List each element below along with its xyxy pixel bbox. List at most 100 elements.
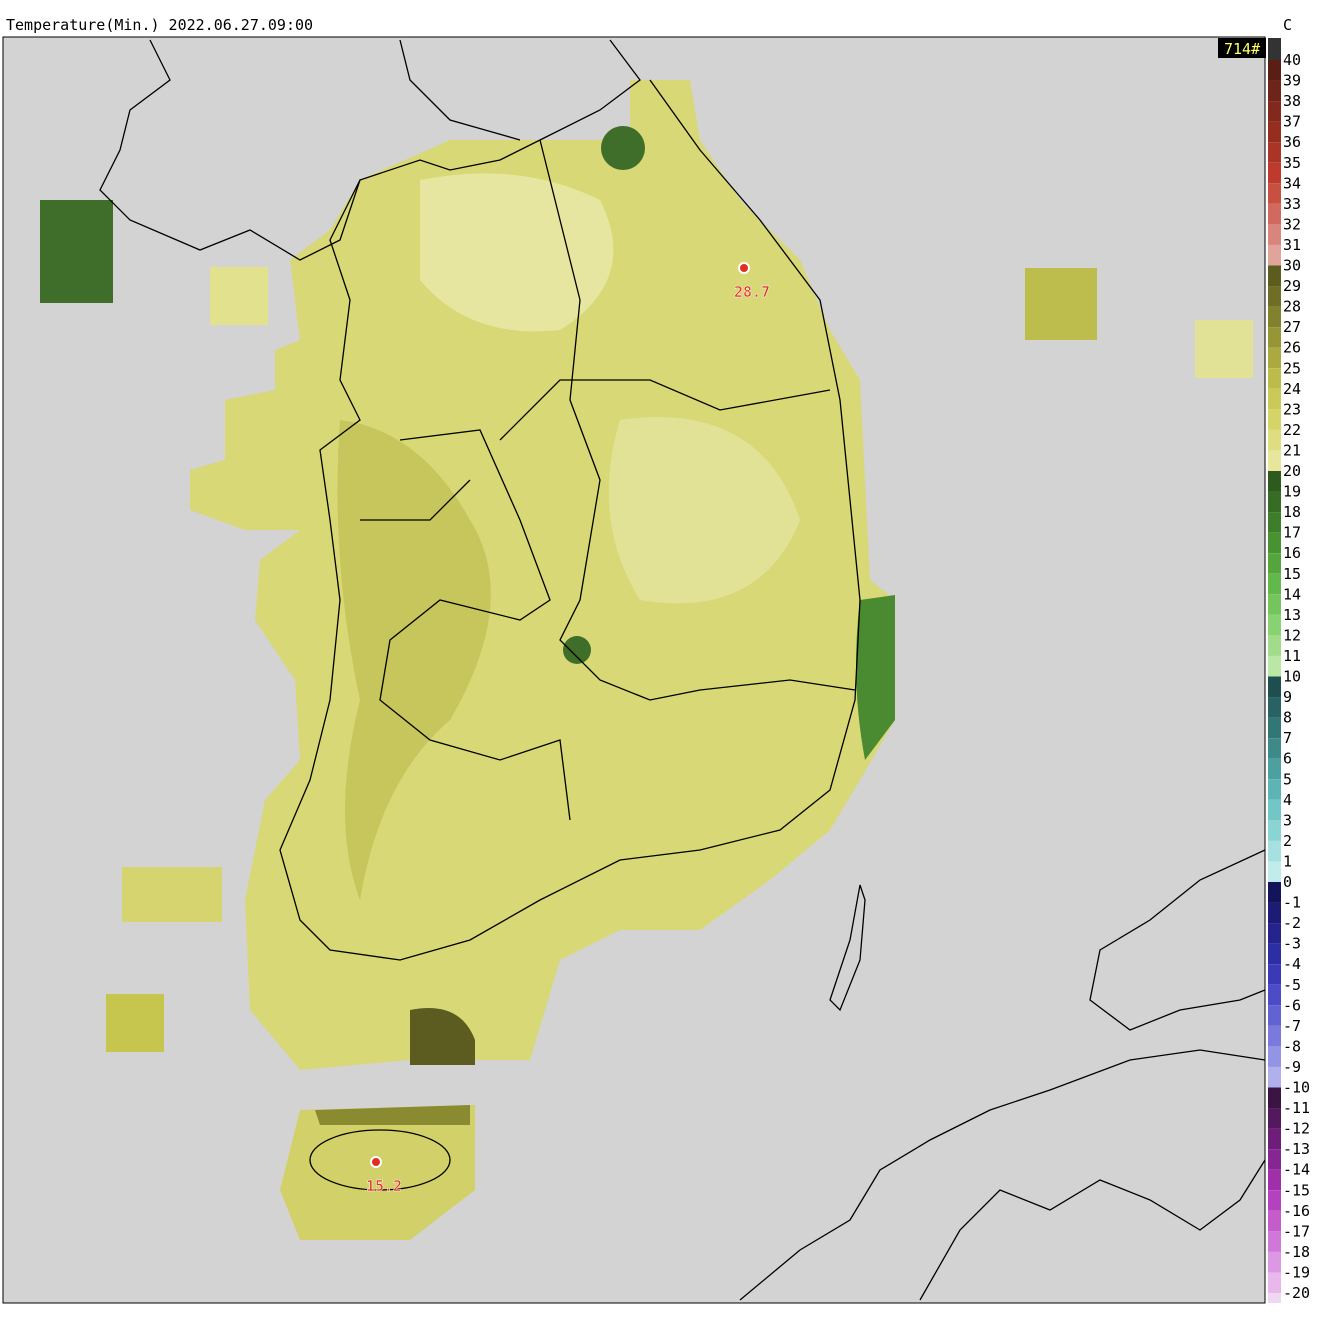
legend-swatch: [1268, 655, 1281, 677]
legend-swatch: [1268, 614, 1281, 636]
legend-swatch: [1268, 1272, 1281, 1293]
legend-swatch: [1268, 1025, 1281, 1047]
legend-label: 39: [1283, 72, 1301, 90]
legend-label: 25: [1283, 359, 1301, 377]
legend-label: 33: [1283, 195, 1301, 213]
legend-swatch: [1268, 532, 1281, 554]
legend-label: 32: [1283, 215, 1301, 233]
legend-swatch: [1268, 429, 1281, 451]
station-value: 28.7: [734, 283, 770, 301]
legend-swatch: [1268, 1251, 1281, 1273]
temperature-field: [40, 80, 1253, 1240]
legend-swatch: [1268, 697, 1281, 718]
legend-label: -11: [1283, 1099, 1310, 1117]
legend-label: -1: [1283, 894, 1301, 912]
legend-swatch: [1268, 1108, 1281, 1129]
legend-label: -16: [1283, 1202, 1310, 1220]
legend-label: 34: [1283, 174, 1301, 192]
legend-swatch: [1268, 964, 1281, 985]
legend-label: 31: [1283, 236, 1301, 254]
legend-label: -3: [1283, 935, 1301, 953]
legend-swatch: [1268, 409, 1281, 430]
legend-swatch: [1268, 142, 1281, 163]
legend-label: 40: [1283, 51, 1301, 69]
legend-label: -2: [1283, 914, 1301, 932]
legend-swatch: [1268, 717, 1281, 739]
badge-bg: [1218, 38, 1266, 58]
legend-label: 7: [1283, 729, 1292, 747]
legend-label: 27: [1283, 318, 1301, 336]
legend-label: -20: [1283, 1284, 1310, 1302]
legend-swatch: [1268, 738, 1281, 759]
legend-swatch: [1268, 388, 1281, 410]
legend-swatch: [1268, 943, 1281, 965]
legend-swatch: [1268, 635, 1281, 656]
legend-label: 6: [1283, 750, 1292, 768]
coastlines: [99, 39, 1266, 1301]
legend-swatch: [1268, 1231, 1281, 1252]
legend-swatch: [1268, 101, 1281, 122]
legend-swatch: [1268, 1128, 1281, 1150]
legend-swatch: [1268, 203, 1281, 225]
legend-swatch: [1268, 758, 1281, 780]
legend-label: 26: [1283, 339, 1301, 357]
legend-label: 11: [1283, 647, 1301, 665]
legend-swatch: [1268, 491, 1281, 513]
legend-swatch: [1268, 799, 1281, 821]
legend-swatch: [1268, 984, 1281, 1006]
legend-label: -18: [1283, 1243, 1310, 1261]
legend-label: 3: [1283, 811, 1292, 829]
legend-label: 9: [1283, 688, 1292, 706]
legend-label: -10: [1283, 1079, 1310, 1097]
legend-label: 10: [1283, 668, 1301, 686]
legend-label: 16: [1283, 544, 1301, 562]
legend-swatch: [1268, 265, 1281, 287]
legend-label: -8: [1283, 1037, 1301, 1055]
legend-swatch: [1268, 162, 1281, 184]
legend-swatch: [1268, 676, 1281, 698]
markers: 28.7 15.2: [366, 262, 770, 1195]
legend-label: 15: [1283, 565, 1301, 583]
station-marker: [370, 1156, 382, 1168]
legend: 4039383736353433323130292827262524232221…: [1268, 38, 1310, 1303]
legend-label: 36: [1283, 133, 1301, 151]
legend-swatch: [1268, 1066, 1281, 1088]
legend-label: -13: [1283, 1140, 1310, 1158]
legend-label: -4: [1283, 955, 1301, 973]
legend-label: -12: [1283, 1120, 1310, 1138]
legend-swatch: [1268, 1210, 1281, 1232]
legend-swatch: [1268, 327, 1281, 348]
legend-label: 28: [1283, 298, 1301, 316]
legend-label: 4: [1283, 791, 1292, 809]
legend-swatch: [1268, 306, 1281, 328]
legend-label: -5: [1283, 976, 1301, 994]
legend-swatch: [1268, 512, 1281, 533]
legend-label: 12: [1283, 626, 1301, 644]
legend-swatch: [1268, 1169, 1281, 1191]
legend-label: 13: [1283, 606, 1301, 624]
legend-swatch: [1268, 1149, 1281, 1170]
legend-label: 20: [1283, 462, 1301, 480]
legend-swatch: [1268, 779, 1281, 800]
legend-swatch: [1268, 1046, 1281, 1067]
legend-label: 21: [1283, 441, 1301, 459]
legend-label: 14: [1283, 585, 1301, 603]
legend-label: -6: [1283, 996, 1301, 1014]
legend-label: -15: [1283, 1181, 1310, 1199]
legend-swatch: [1268, 60, 1281, 81]
legend-label: -14: [1283, 1161, 1310, 1179]
legend-label: 30: [1283, 257, 1301, 275]
station-value: 15.2: [366, 1177, 402, 1195]
legend-label: 18: [1283, 503, 1301, 521]
legend-swatch: [1268, 450, 1281, 471]
legend-swatch: [1268, 286, 1281, 307]
legend-swatch: [1268, 923, 1281, 944]
legend-swatch: [1268, 244, 1281, 266]
legend-swatch: [1268, 368, 1281, 389]
legend-label: 5: [1283, 770, 1292, 788]
legend-swatch: [1268, 861, 1281, 882]
legend-label: 22: [1283, 421, 1301, 439]
legend-label: 1: [1283, 852, 1292, 870]
legend-swatch: [1268, 840, 1281, 862]
